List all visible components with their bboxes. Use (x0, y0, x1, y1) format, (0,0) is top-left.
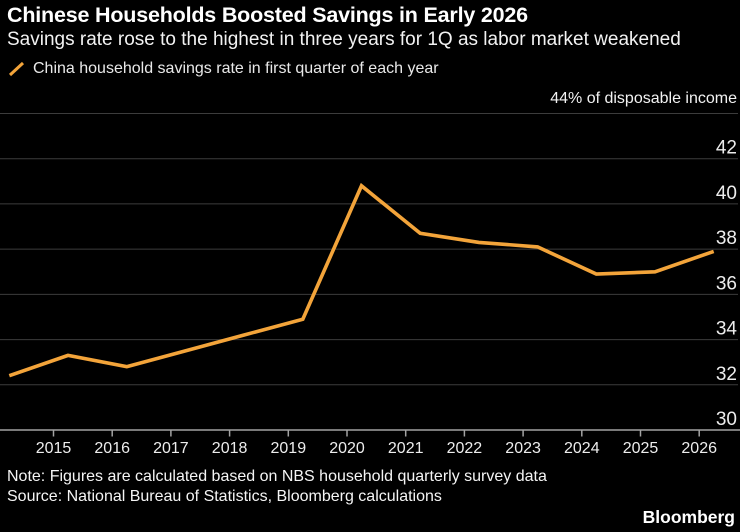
y-axis-label: 34 (716, 319, 738, 340)
y-axis-label: 40 (716, 183, 737, 204)
x-axis-label: 2019 (271, 440, 307, 457)
x-axis-label: 2025 (623, 440, 659, 457)
y-axis-label: 38 (716, 228, 737, 249)
y-axis-label: 36 (716, 273, 737, 294)
y-axis-label: 30 (716, 409, 737, 430)
x-axis-label: 2021 (388, 440, 424, 457)
chart-subtitle: Savings rate rose to the highest in thre… (7, 29, 681, 50)
savings-rate-line (8, 182, 715, 378)
x-axis-label: 2026 (681, 440, 717, 457)
chart-title: Chinese Households Boosted Savings in Ea… (7, 3, 528, 27)
x-axis-label: 2018 (212, 440, 248, 457)
legend: China household savings rate in first qu… (8, 60, 439, 78)
source-text: Source: National Bureau of Statistics, B… (7, 488, 442, 505)
y-axis-label: 42 (716, 138, 737, 159)
bloomberg-logo: Bloomberg (642, 507, 735, 527)
x-axis-label: 2020 (329, 440, 365, 457)
legend-line-icon (8, 61, 25, 77)
y-axis-label: 32 (716, 364, 737, 385)
x-axis-label: 2015 (36, 440, 72, 457)
x-axis-label: 2016 (94, 440, 130, 457)
y-axis-unit-label: 44% of disposable income (550, 90, 737, 107)
x-axis-label: 2022 (447, 440, 483, 457)
legend-label: China household savings rate in first qu… (33, 60, 439, 77)
x-axis-label: 2024 (564, 440, 600, 457)
x-axis-label: 2023 (505, 440, 541, 457)
x-axis-label: 2017 (153, 440, 189, 457)
note-text: Note: Figures are calculated based on NB… (7, 468, 547, 485)
